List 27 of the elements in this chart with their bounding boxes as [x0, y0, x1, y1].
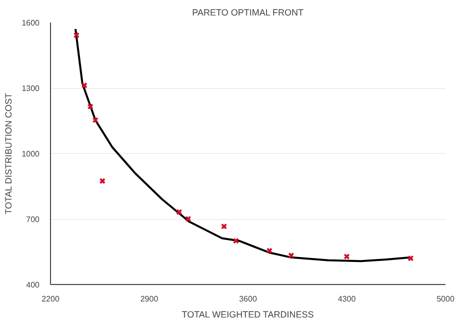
point [288, 252, 294, 259]
y-tick-label: 400 [26, 280, 40, 290]
y-tick-label: 1600 [22, 18, 40, 28]
point [220, 223, 228, 230]
y-tick-label: 700 [26, 215, 40, 224]
point [92, 116, 98, 124]
chart-title: PARETO OPTIMAL FRONT [192, 8, 304, 18]
x-tick-label: 3600 [239, 294, 258, 304]
x-axis-title: TOTAL WEIGHTED TARDINESS [182, 310, 314, 320]
point [408, 255, 414, 262]
point [73, 32, 80, 38]
point [266, 248, 273, 254]
line-series [74, 28, 412, 262]
point [81, 82, 88, 88]
y-axis-title: TOTAL DISTRIBUTION COST [4, 92, 14, 214]
point [176, 208, 182, 216]
x-tick-label: 2900 [140, 294, 159, 304]
y-tick-label: 1000 [22, 150, 40, 158]
x-tick-label: 4300 [338, 294, 356, 304]
x-tick-label: 5000 [436, 294, 455, 304]
point [185, 216, 192, 222]
point [87, 103, 94, 110]
point [99, 178, 106, 184]
point [232, 238, 240, 244]
x-tick-label: 2200 [42, 294, 60, 304]
y-tick-label: 1300 [22, 84, 40, 93]
point [344, 253, 350, 260]
